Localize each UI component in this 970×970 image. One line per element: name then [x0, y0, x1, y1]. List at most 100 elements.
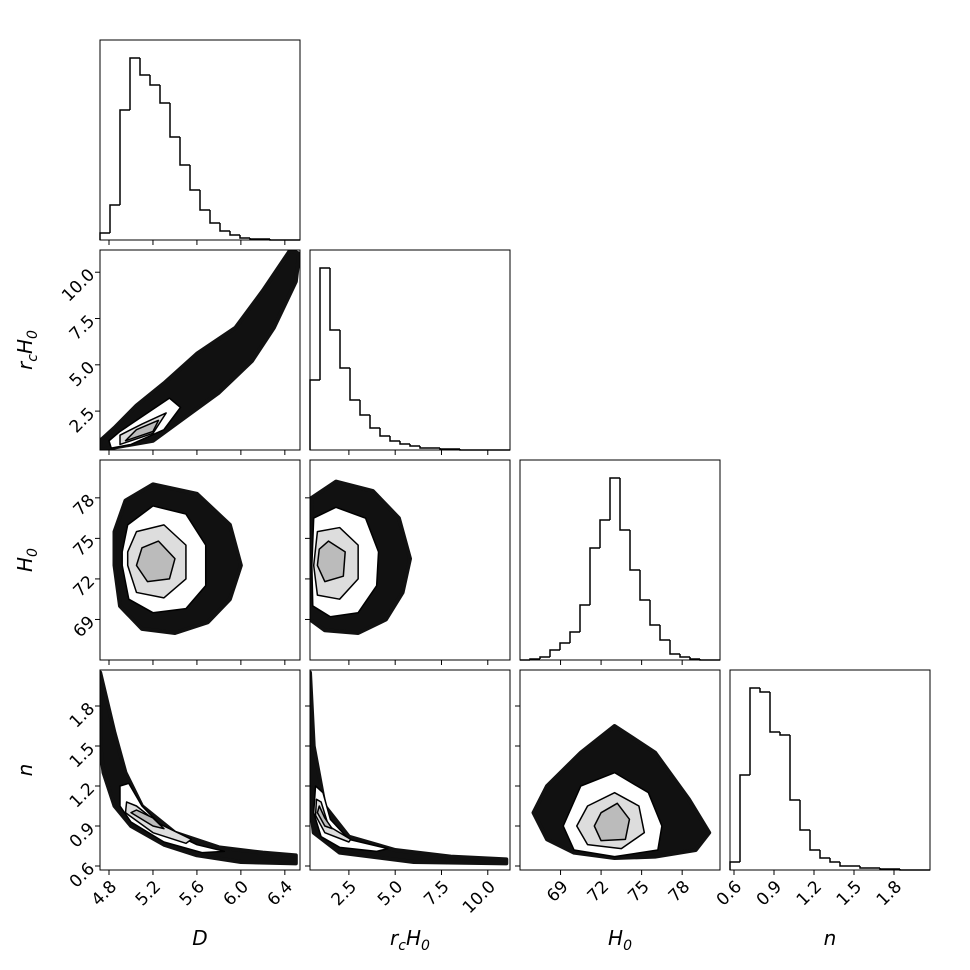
- label-text: H: [608, 926, 623, 950]
- hist-step: [679, 654, 690, 658]
- x-tick-label: 5.6: [176, 877, 209, 910]
- y-tick-label: 75: [70, 531, 99, 560]
- hist-step: [559, 642, 570, 650]
- hist-step: [659, 625, 670, 641]
- hist-step: [349, 368, 360, 401]
- label-subscript: 0: [25, 548, 41, 557]
- hist-step: [139, 58, 150, 76]
- hist-step: [189, 165, 200, 191]
- y-tick-label: 2.5: [66, 404, 99, 437]
- axis-label: rc​H0​: [390, 926, 430, 954]
- label-subscript: 0: [25, 330, 41, 339]
- x-tick-label: 1.8: [873, 877, 906, 910]
- x-tick-label: 5.0: [374, 877, 407, 910]
- label-subscript: c: [25, 354, 41, 362]
- panel-frame: [99, 669, 301, 871]
- x-tick-label: 6.4: [264, 877, 297, 910]
- hist-step: [319, 267, 330, 380]
- hist-step: [619, 478, 630, 531]
- y-tick-label: 7.5: [66, 311, 99, 344]
- hist-step: [169, 103, 180, 138]
- hist-step: [329, 268, 340, 331]
- panel-frame: [519, 669, 721, 871]
- panel-content: [100, 250, 300, 450]
- hist-step: [549, 649, 560, 657]
- hist-step: [239, 235, 250, 239]
- x-tick-label: 1.2: [793, 877, 826, 910]
- hist-step: [439, 448, 450, 450]
- hist-step: [359, 400, 370, 416]
- hist-step: [759, 688, 770, 693]
- x-tick-label: 69: [543, 877, 572, 906]
- label-text: r: [390, 926, 400, 950]
- x-tick-label: 5.2: [132, 877, 165, 910]
- hist-step: [229, 231, 240, 236]
- hist-step: [689, 657, 700, 660]
- panel-frame: [309, 249, 511, 451]
- hist-step: [129, 57, 140, 110]
- hist-step: [639, 570, 650, 601]
- label-text: H: [406, 926, 421, 950]
- label-text: n: [824, 926, 837, 950]
- hist-step: [219, 223, 230, 232]
- axis-label: H0​: [608, 926, 632, 954]
- panel-content: [531, 724, 712, 860]
- panel-content: [310, 670, 509, 866]
- hist-step: [109, 204, 120, 233]
- hist-step: [769, 692, 780, 733]
- contour: [130, 809, 165, 830]
- y-tick-label: 5.0: [66, 358, 99, 391]
- x-tick-label: 78: [665, 877, 694, 906]
- hist-step: [199, 190, 210, 211]
- y-tick-label: 78: [70, 491, 99, 520]
- hist-step: [739, 774, 750, 862]
- hist-step: [629, 530, 640, 571]
- sample-cloud: [100, 670, 298, 866]
- hist-step: [369, 415, 380, 429]
- y-tick-label: 1.5: [66, 739, 99, 772]
- y-tick-label: 10.0: [58, 265, 99, 306]
- axis-label: n: [824, 926, 837, 950]
- sample-cloud: [100, 250, 300, 450]
- x-tick-label: 6.0: [220, 877, 253, 910]
- hist-step: [779, 732, 790, 736]
- hist-step: [729, 861, 740, 870]
- contour: [124, 419, 160, 442]
- x-tick-label: 72: [584, 877, 613, 906]
- hist-step: [579, 604, 590, 632]
- x-tick-label: 4.8: [88, 877, 121, 910]
- x-tick-label: 10.0: [459, 877, 500, 918]
- x-tick-label: 1.5: [833, 877, 866, 910]
- hist-step: [749, 687, 760, 775]
- hist-step: [409, 444, 420, 447]
- contour: [316, 805, 333, 830]
- panel-frame: [99, 459, 301, 661]
- y-tick-label: 0.6: [66, 859, 99, 892]
- hist-step: [399, 441, 410, 445]
- hist-step: [819, 850, 830, 859]
- y-tick-label: 0.9: [66, 819, 99, 852]
- hist-step: [419, 446, 430, 449]
- x-tick-label: 75: [624, 877, 653, 906]
- contour: [314, 798, 352, 843]
- contour: [316, 540, 346, 583]
- panel-content: [100, 670, 298, 866]
- hist-step: [539, 656, 550, 659]
- y-tick-label: 1.8: [66, 699, 99, 732]
- label-subscript: 0: [421, 938, 430, 954]
- label-text: H: [13, 339, 37, 354]
- hist-step: [799, 800, 810, 831]
- panel-frame: [309, 459, 511, 661]
- hist-step: [649, 600, 660, 626]
- hist-step: [159, 85, 170, 104]
- x-tick-label: 7.5: [420, 877, 453, 910]
- axis-label: D: [192, 926, 207, 950]
- hist-step: [389, 436, 400, 442]
- hist-step: [209, 210, 220, 224]
- y-tick-label: 1.2: [66, 779, 99, 812]
- hist-step: [309, 379, 320, 450]
- hist-step: [339, 330, 350, 369]
- axis-label: n: [13, 764, 37, 777]
- x-tick-label: 2.5: [328, 877, 361, 910]
